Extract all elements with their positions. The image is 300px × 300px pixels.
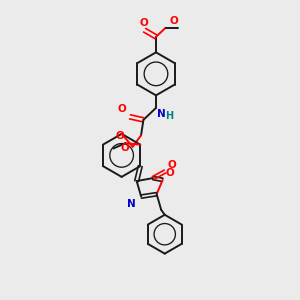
Text: H: H: [165, 111, 173, 121]
Text: N: N: [158, 110, 166, 119]
Text: O: O: [118, 104, 126, 115]
Text: O: O: [115, 131, 124, 141]
Text: O: O: [120, 143, 129, 153]
Text: O: O: [166, 168, 174, 178]
Text: O: O: [139, 18, 148, 28]
Text: O: O: [167, 160, 176, 170]
Text: N: N: [127, 199, 136, 209]
Text: O: O: [170, 16, 178, 26]
